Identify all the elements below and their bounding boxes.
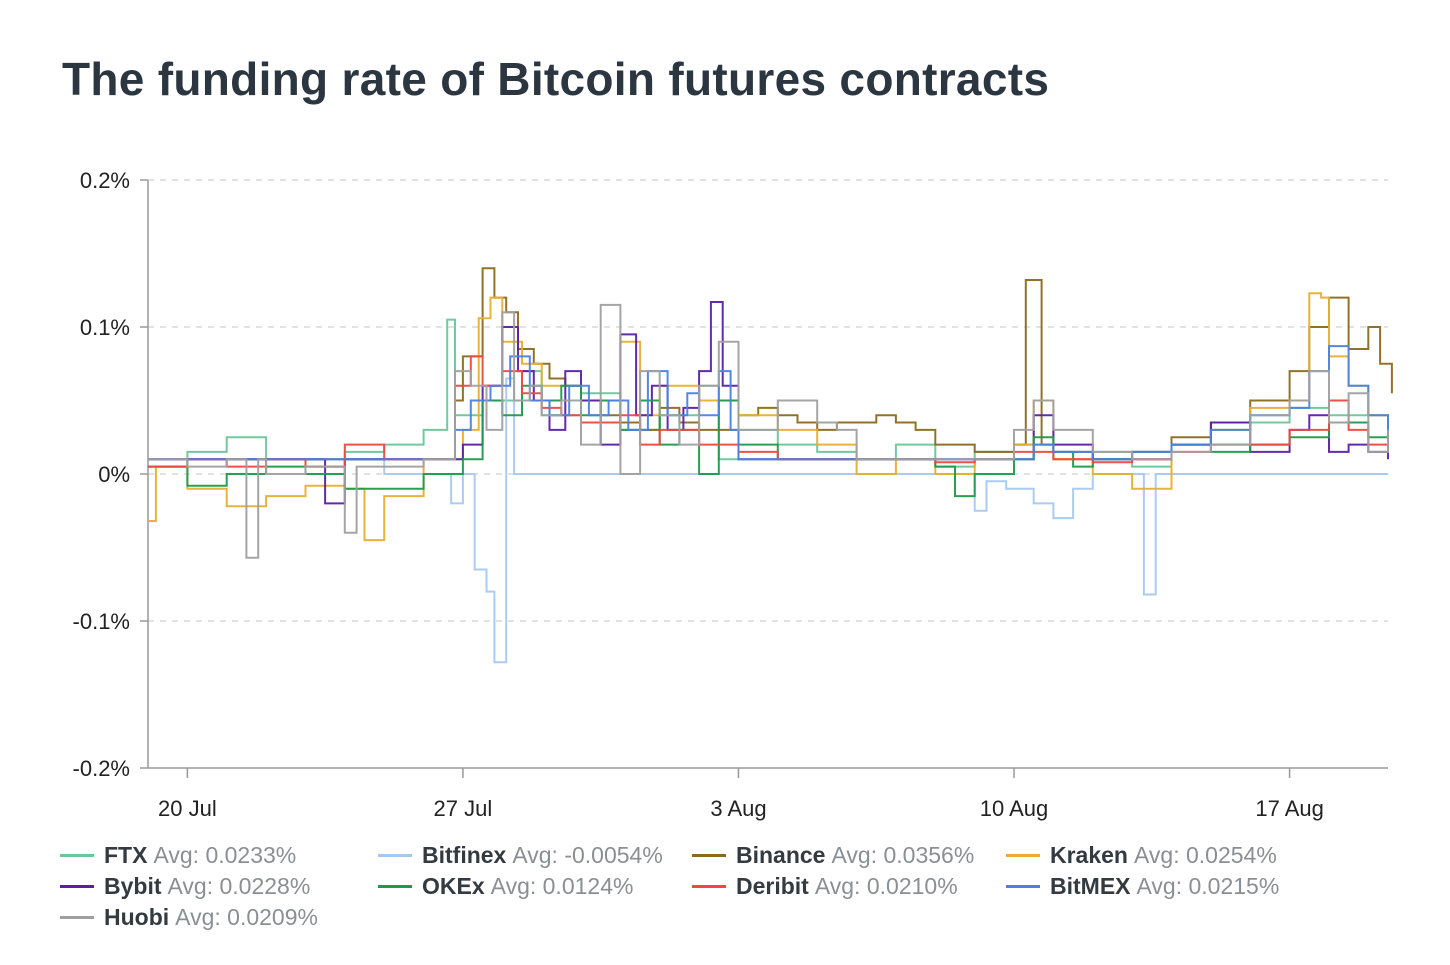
chart-title: The funding rate of Bitcoin futures cont… [62, 53, 1050, 105]
legend-series-name: Bitfinex [422, 841, 507, 868]
legend-swatch [378, 884, 412, 888]
legend-item-binance[interactable]: Binance Avg: 0.0356% [692, 840, 974, 870]
legend-series-name: Kraken [1050, 841, 1128, 868]
legend-swatch [60, 884, 94, 888]
legend-item-deribit[interactable]: Deribit Avg: 0.0210% [692, 871, 958, 901]
x-tick-label: 27 Jul [434, 796, 493, 821]
legend-series-avg: Avg: 0.0254% [1133, 841, 1277, 868]
legend-series-avg: Avg: 0.0209% [175, 903, 318, 930]
series-line-okex [148, 384, 1389, 498]
y-tick-label: 0.1% [80, 315, 130, 340]
x-tick-label: 20 Jul [158, 796, 217, 821]
legend-swatch [378, 853, 412, 857]
legend-item-okex[interactable]: OKEx Avg: 0.0124% [378, 871, 633, 901]
series-line-huobi [148, 303, 1389, 559]
legend-item-bybit[interactable]: Bybit Avg: 0.0228% [60, 871, 310, 901]
legend-series-avg: Avg: 0.0228% [167, 872, 311, 899]
legend-series-name: OKEx [422, 872, 485, 899]
legend-series-name: Bybit [104, 872, 162, 899]
x-tick-label: 17 Aug [1255, 796, 1324, 821]
y-tick-label: -0.1% [73, 609, 130, 634]
legend-swatch [60, 915, 94, 919]
legend-item-huobi[interactable]: Huobi Avg: 0.0209% [60, 902, 318, 932]
legend-series-avg: Avg: 0.0356% [831, 841, 975, 868]
tick-labels: 0.2% 0.1% 0% -0.1% -0.2% 20 Jul 27 Jul 3 Aug 10 … [73, 168, 1324, 821]
axes [140, 179, 1388, 778]
gridlines [148, 179, 1388, 622]
x-tick-label: 10 Aug [980, 796, 1049, 821]
y-tick-label: 0% [98, 462, 130, 487]
series-line-bitfinex [148, 377, 1388, 664]
legend-item-bitmex[interactable]: BitMEX Avg: 0.0215% [1006, 871, 1279, 901]
legend-item-kraken[interactable]: Kraken Avg: 0.0254% [1006, 840, 1277, 870]
legend-series-avg: Avg: 0.0124% [490, 872, 634, 899]
legend-series-avg: Avg: 0.0210% [814, 872, 958, 899]
legend-swatch [1006, 853, 1040, 857]
legend-series-avg: Avg: 0.0233% [153, 841, 297, 868]
legend-swatch [1006, 884, 1040, 888]
legend-series-name: BitMEX [1050, 872, 1131, 899]
series-line-bitmex [148, 345, 1389, 461]
legend-item-ftx[interactable]: FTX Avg: 0.0233% [60, 840, 296, 870]
legend-series-name: Huobi [104, 903, 170, 930]
legend-series-name: Binance [736, 841, 826, 868]
y-tick-label: -0.2% [73, 756, 130, 781]
legend-swatch [60, 853, 94, 857]
chart-plot-area: 0.2% 0.1% 0% -0.1% -0.2% 20 Jul 27 Jul 3 Aug 10 … [73, 168, 1393, 821]
x-tick-label: 3 Aug [710, 796, 766, 821]
y-tick-label: 0.2% [80, 168, 130, 193]
legend-series-avg: Avg: -0.0054% [512, 841, 663, 868]
legend-item-bitfinex[interactable]: Bitfinex Avg: -0.0054% [378, 840, 663, 870]
series-line-deribit [148, 355, 1389, 468]
legend-series-name: FTX [104, 841, 148, 868]
legend-series-avg: Avg: 0.0215% [1136, 872, 1280, 899]
series-lines [148, 267, 1393, 664]
legend-series-name: Deribit [736, 872, 809, 899]
legend-swatch [692, 884, 726, 888]
legend-swatch [692, 853, 726, 857]
